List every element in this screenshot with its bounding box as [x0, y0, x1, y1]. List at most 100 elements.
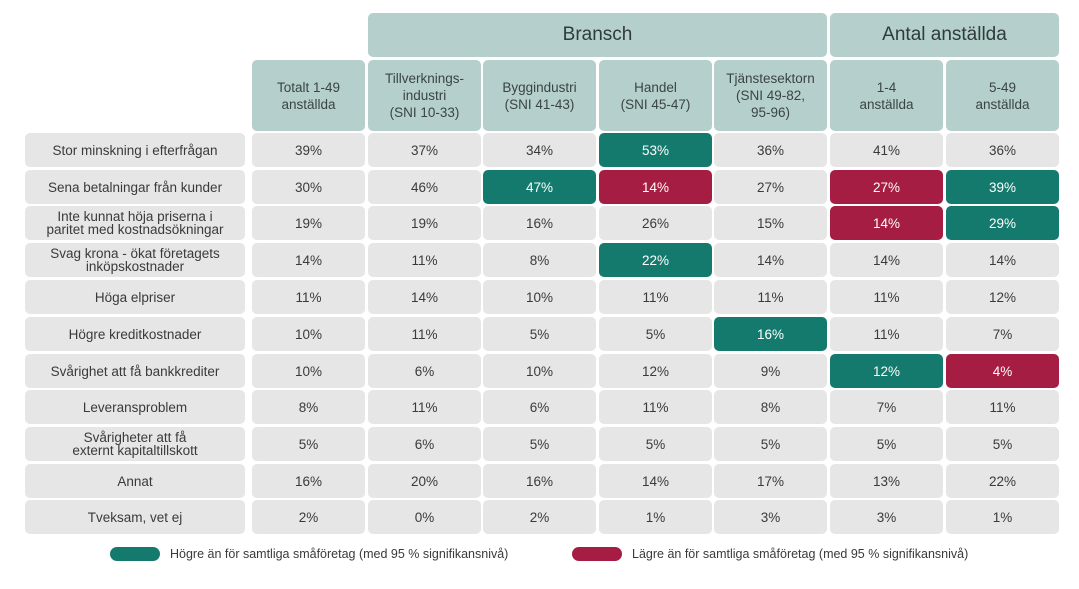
column-header: Tillverknings- industri (SNI 10-33)	[368, 60, 481, 131]
column-header: 1-4 anställda	[830, 60, 943, 131]
table-cell: 22%	[946, 464, 1059, 498]
table-cell: 10%	[483, 354, 596, 388]
table-cell: 14%	[946, 243, 1059, 277]
table-cell: 19%	[252, 206, 365, 240]
table-cell: 46%	[368, 170, 481, 204]
table-cell: 7%	[946, 317, 1059, 351]
table-cell: 1%	[946, 500, 1059, 534]
table-cell: 6%	[368, 354, 481, 388]
table-cell: 12%	[599, 354, 712, 388]
table-cell: 17%	[714, 464, 827, 498]
table-cell: 13%	[830, 464, 943, 498]
table-cell: 26%	[599, 206, 712, 240]
column-header: Tjänstesektorn (SNI 49-82, 95-96)	[714, 60, 827, 131]
table-cell: 11%	[368, 243, 481, 277]
table-cell: 14%	[368, 280, 481, 314]
table-cell: 16%	[483, 206, 596, 240]
table-cell: 16%	[252, 464, 365, 498]
table-cell: 14%	[714, 243, 827, 277]
table-cell: 6%	[483, 390, 596, 424]
table-cell: 1%	[599, 500, 712, 534]
table-cell: 11%	[599, 390, 712, 424]
table-cell: 14%	[599, 464, 712, 498]
group-header-bransch: Bransch	[368, 13, 827, 57]
table-cell: 11%	[368, 317, 481, 351]
row-label: Inte kunnat höja priserna i paritet med …	[25, 206, 245, 240]
table-cell: 11%	[368, 390, 481, 424]
table-cell: 8%	[714, 390, 827, 424]
table-cell: 5%	[714, 427, 827, 461]
row-label: Svag krona - ökat företagets inköpskostn…	[25, 243, 245, 277]
table-cell-low: 14%	[830, 206, 943, 240]
table-cell: 2%	[252, 500, 365, 534]
table-cell: 8%	[252, 390, 365, 424]
table-cell: 3%	[830, 500, 943, 534]
table-cell: 14%	[252, 243, 365, 277]
column-header: Byggindustri (SNI 41-43)	[483, 60, 596, 131]
legend-high: Högre än för samtliga småföretag (med 95…	[110, 546, 508, 562]
table-cell-high: 12%	[830, 354, 943, 388]
table-cell: 36%	[714, 133, 827, 167]
table-cell: 36%	[946, 133, 1059, 167]
table-cell: 10%	[252, 317, 365, 351]
table-cell: 11%	[830, 280, 943, 314]
table-cell: 5%	[599, 427, 712, 461]
table-cell: 5%	[252, 427, 365, 461]
table-cell: 5%	[599, 317, 712, 351]
column-header: Totalt 1-49 anställda	[252, 60, 365, 131]
legend-low-swatch	[572, 547, 622, 561]
table-cell: 34%	[483, 133, 596, 167]
table-cell-high: 47%	[483, 170, 596, 204]
table-cell-high: 53%	[599, 133, 712, 167]
table-cell: 30%	[252, 170, 365, 204]
row-label: Höga elpriser	[25, 280, 245, 314]
row-label: Svårighet att få bankkrediter	[25, 354, 245, 388]
table-cell-low: 27%	[830, 170, 943, 204]
table-cell-low: 14%	[599, 170, 712, 204]
table-cell: 5%	[483, 427, 596, 461]
table-cell: 10%	[483, 280, 596, 314]
table-cell: 7%	[830, 390, 943, 424]
legend-high-swatch	[110, 547, 160, 561]
table-cell: 5%	[946, 427, 1059, 461]
table-cell: 11%	[830, 317, 943, 351]
table-cell: 6%	[368, 427, 481, 461]
row-label: Högre kreditkostnader	[25, 317, 245, 351]
table-cell: 41%	[830, 133, 943, 167]
table-cell: 3%	[714, 500, 827, 534]
legend-high-label: Högre än för samtliga småföretag (med 95…	[170, 547, 509, 561]
table-cell: 9%	[714, 354, 827, 388]
table-cell: 11%	[714, 280, 827, 314]
table-cell: 11%	[599, 280, 712, 314]
table-cell: 5%	[483, 317, 596, 351]
row-label: Stor minskning i efterfrågan	[25, 133, 245, 167]
table-cell: 11%	[946, 390, 1059, 424]
table-cell: 14%	[830, 243, 943, 277]
row-label: Annat	[25, 464, 245, 498]
table-cell: 0%	[368, 500, 481, 534]
table-cell: 37%	[368, 133, 481, 167]
table-cell: 2%	[483, 500, 596, 534]
row-label: Svårigheter att få externt kapitaltillsk…	[25, 427, 245, 461]
legend-low: Lägre än för samtliga småföretag (med 95…	[572, 546, 968, 562]
table-cell: 11%	[252, 280, 365, 314]
table-cell: 8%	[483, 243, 596, 277]
column-header: Handel (SNI 45-47)	[599, 60, 712, 131]
table-cell: 39%	[252, 133, 365, 167]
row-label: Sena betalningar från kunder	[25, 170, 245, 204]
table-cell: 12%	[946, 280, 1059, 314]
column-header: 5-49 anställda	[946, 60, 1059, 131]
table-cell: 19%	[368, 206, 481, 240]
table-cell-low: 4%	[946, 354, 1059, 388]
table-cell: 5%	[830, 427, 943, 461]
table-cell: 15%	[714, 206, 827, 240]
table-cell: 20%	[368, 464, 481, 498]
row-label: Leveransproblem	[25, 390, 245, 424]
group-header-antal-anstallda: Antal anställda	[830, 13, 1059, 57]
row-label: Tveksam, vet ej	[25, 500, 245, 534]
table-cell: 27%	[714, 170, 827, 204]
table-cell-high: 29%	[946, 206, 1059, 240]
table-cell-high: 39%	[946, 170, 1059, 204]
table-cell-high: 22%	[599, 243, 712, 277]
legend-low-label: Lägre än för samtliga småföretag (med 95…	[632, 547, 969, 561]
